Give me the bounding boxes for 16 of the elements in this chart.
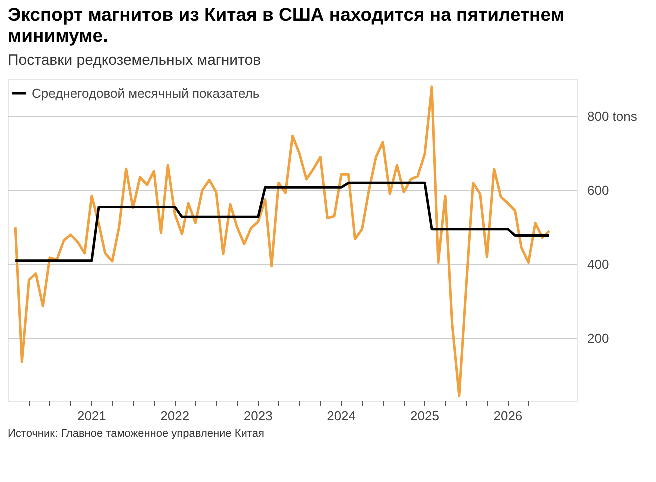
line-series (14, 86, 551, 398)
line-series (14, 182, 551, 263)
x-tick-label: 2022 (160, 408, 190, 424)
chart-subtitle: Поставки редкоземельных магнитов (8, 51, 262, 71)
x-tick-label: 2023 (244, 408, 273, 424)
legend-label: Среднегодовой месячный показатель (32, 86, 260, 101)
x-tick-label: 2026 (494, 408, 523, 424)
text: Источник: Главное таможенное управление Китая (8, 427, 264, 442)
x-tick-label: 2025 (410, 408, 440, 424)
y-tick-label: 800 tons (588, 109, 638, 124)
chart-title: Экспорт магнитов из Китая в США находится на пятилетнем минимуме. (8, 4, 566, 46)
y-tick-label: 600 (588, 183, 610, 198)
y-tick-label: 200 (588, 332, 610, 346)
x-tick-label: 2021 (77, 408, 106, 424)
y-tick-label: 400 (588, 257, 610, 272)
x-tick-label: 2024 (327, 408, 356, 424)
